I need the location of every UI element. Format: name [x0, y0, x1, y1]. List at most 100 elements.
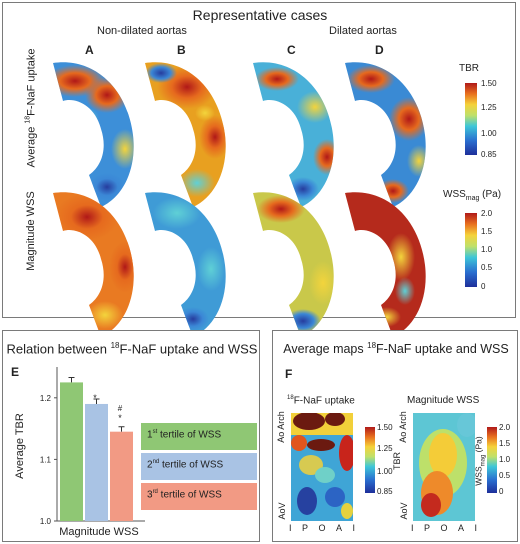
error-bar-3 [118, 426, 125, 432]
tbr-colorbar-title: TBR [459, 63, 479, 74]
f-tbr-tick-1: 1.50 [377, 423, 393, 432]
legend-label-1: 1st tertile of WSS [147, 429, 221, 440]
legend-label-3: 3rd tertile of WSS [147, 489, 222, 500]
legend-rest-1: tertile of WSS [157, 429, 222, 441]
map1-x-tick: I [352, 523, 355, 533]
panel-f-title-sup: 18 [367, 341, 377, 350]
aorta-map-a-wss [53, 192, 134, 338]
aorta-map-b-naf [145, 62, 226, 208]
wss-colorbar [465, 213, 477, 287]
legend-item-3: 3rd tertile of WSS [141, 483, 257, 510]
map1-x-tick: A [335, 523, 342, 533]
aorta-map-b-wss [145, 192, 226, 338]
y-tick-label: 1.1 [40, 455, 52, 464]
map1-x-tick: O [318, 523, 326, 533]
f-tbr-label: TBR [392, 452, 402, 470]
naf-average-map [291, 413, 353, 521]
column-letter-b: B [177, 43, 186, 57]
map1-x-tick: I [289, 523, 292, 533]
legend-item-1: 1st tertile of WSS [141, 423, 257, 450]
f-wss-label-unit: (Pa) [473, 436, 484, 455]
f-tbr-tick-2: 1.25 [377, 444, 393, 453]
map2-x-tick: O [440, 523, 448, 533]
panel-e-title-sup: 18 [110, 341, 120, 350]
aorta-map-d-wss [345, 192, 426, 338]
map2-x-tick: I [411, 523, 414, 533]
column-letter-a: A [85, 43, 94, 57]
tbr-tick-4: 0.85 [481, 150, 497, 159]
bar-1 [60, 382, 83, 521]
panel-f-title-pre: Average maps [283, 342, 368, 357]
legend-sup-3: rd [152, 489, 158, 495]
map1-x-tick: P [301, 523, 308, 533]
wss-tick-1: 2.0 [481, 209, 493, 218]
aorta-map-c-naf [253, 62, 334, 208]
map1-title-sup: 18 [287, 395, 294, 401]
map2-x-tick: I [474, 523, 477, 533]
panel-f-title: Average maps 18F-NaF uptake and WSS [273, 341, 519, 356]
column-letter-d: D [375, 43, 384, 57]
wss-colorbar-title-unit: (Pa) [479, 189, 502, 200]
aorta-map-a-naf [53, 62, 134, 208]
map-y-label-bottom: AoV [277, 502, 287, 520]
f-wss-tick-2: 1.5 [499, 439, 511, 448]
error-bar-2 [93, 398, 100, 404]
legend-sup-2: nd [152, 459, 160, 465]
row-label-naf-sup: 18 [24, 115, 32, 124]
f-tbr-tick-3: 1.00 [377, 467, 393, 476]
map2-y-label-top: Ao Arch [398, 411, 408, 443]
wss-tick-5: 0 [481, 282, 486, 291]
top-panel: Representative cases Non-dilated aortas … [2, 2, 516, 338]
wss-tick-2: 1.5 [481, 227, 493, 236]
wss-tick-4: 0.5 [481, 263, 493, 272]
wss-average-map [413, 413, 475, 521]
legend-item-2: 2nd tertile of WSS [141, 453, 257, 480]
map2-x-tick: A [457, 523, 464, 533]
map2-x-ticks: I P O A I [411, 523, 477, 533]
panel-e-title-pre: Relation between [6, 341, 111, 357]
group-label-dilated: Dilated aortas [329, 25, 397, 37]
sig-mark-3rd-hash: # [118, 404, 123, 413]
y-axis-label: Average TBR [14, 413, 26, 479]
panel-f-letter: F [285, 367, 293, 381]
f-wss-tick-4: 0.5 [499, 471, 511, 480]
sig-mark-3rd-star: * [118, 413, 122, 423]
panel-e-letter: E [11, 365, 20, 379]
legend-label-2: 2nd tertile of WSS [147, 459, 223, 470]
aorta-map-c-wss [253, 192, 334, 338]
panel-e-title: Relation between 18F-NaF uptake and WSS [3, 341, 261, 356]
panel-f: Average maps 18F-NaF uptake and WSS F 18… [272, 330, 518, 542]
y-tick-label: 1.2 [40, 394, 52, 403]
column-letter-c: C [287, 43, 296, 57]
error-bar-1 [68, 376, 75, 383]
map1-title: 18F-NaF uptake [287, 395, 355, 406]
map1-x-ticks: I P O A I [289, 523, 355, 533]
legend-rest-2: tertile of WSS [159, 459, 224, 471]
map2-y-label-bottom: AoV [399, 502, 409, 520]
aorta-map-d-naf [345, 62, 426, 208]
f-wss-label-sub: mag [480, 454, 487, 467]
legend-ord-3: 3 [147, 489, 153, 501]
f-tbr-colorbar [365, 427, 375, 493]
panel-e: Relation between 18F-NaF uptake and WSS … [2, 330, 260, 542]
row-label-naf: Average 18F-NaF uptake [25, 49, 38, 168]
f-wss-tick-5: 0 [499, 487, 504, 496]
panel-e-title-post: F-NaF uptake and WSS [119, 341, 258, 357]
f-wss-colorbar [487, 427, 497, 493]
legend-rest-3: tertile of WSS [157, 489, 222, 501]
panel-f-title-post: F-NaF uptake and WSS [376, 342, 509, 357]
map2-x-tick: P [423, 523, 430, 533]
f-wss-tick-3: 1.0 [499, 455, 511, 464]
tbr-tick-1: 1.50 [481, 79, 497, 88]
bar-2 [85, 403, 108, 521]
row-label-naf-prefix: Average [25, 123, 38, 168]
tbr-tick-2: 1.25 [481, 103, 497, 112]
tbr-colorbar [465, 83, 477, 155]
wss-colorbar-title-main: WSS [443, 189, 466, 200]
legend-sup-1: st [152, 429, 158, 435]
legend-ord-1: 1 [147, 429, 153, 441]
x-axis-label: Magnitude WSS [59, 526, 138, 538]
bar-chart: Average TBR 1.0 1.1 1.2 * # * Magnitude WS… [14, 367, 145, 538]
f-wss-tick-1: 2.0 [499, 423, 511, 432]
map1-title-main: F-NaF uptake [293, 395, 355, 407]
